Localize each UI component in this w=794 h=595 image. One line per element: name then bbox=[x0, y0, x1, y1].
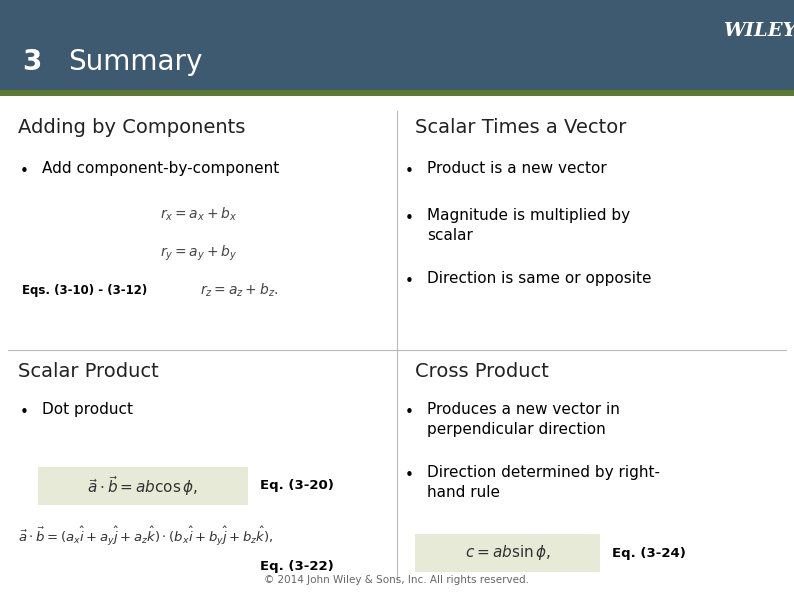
Text: •: • bbox=[405, 211, 414, 226]
Text: $c = ab\sin\phi,$: $c = ab\sin\phi,$ bbox=[464, 543, 550, 562]
Text: Scalar Times a Vector: Scalar Times a Vector bbox=[415, 118, 626, 137]
Text: $\vec{a} \cdot \vec{b} = (a_x\hat{i} + a_y\hat{j} + a_z\hat{k})\cdot(b_x\hat{i} : $\vec{a} \cdot \vec{b} = (a_x\hat{i} + a… bbox=[18, 525, 274, 548]
Text: Direction determined by right-
hand rule: Direction determined by right- hand rule bbox=[427, 465, 660, 500]
Text: Adding by Components: Adding by Components bbox=[18, 118, 245, 137]
Text: Produces a new vector in
perpendicular direction: Produces a new vector in perpendicular d… bbox=[427, 402, 620, 437]
Text: 3: 3 bbox=[22, 48, 41, 76]
Text: Magnitude is multiplied by
scalar: Magnitude is multiplied by scalar bbox=[427, 208, 630, 243]
Text: Eq. (3-22): Eq. (3-22) bbox=[260, 560, 333, 573]
Text: Eq. (3-24): Eq. (3-24) bbox=[612, 546, 686, 559]
Text: © 2014 John Wiley & Sons, Inc. All rights reserved.: © 2014 John Wiley & Sons, Inc. All right… bbox=[264, 575, 530, 585]
Bar bbox=[415, 534, 600, 572]
Text: Dot product: Dot product bbox=[42, 402, 133, 417]
Text: •: • bbox=[20, 405, 29, 420]
Text: Direction is same or opposite: Direction is same or opposite bbox=[427, 271, 652, 286]
Text: •: • bbox=[405, 274, 414, 289]
Text: Add component-by-component: Add component-by-component bbox=[42, 161, 279, 176]
Text: Eq. (3-20): Eq. (3-20) bbox=[260, 480, 333, 493]
Text: Cross Product: Cross Product bbox=[415, 362, 549, 381]
Text: $r_x = a_x + b_x$: $r_x = a_x + b_x$ bbox=[160, 206, 237, 223]
Text: Product is a new vector: Product is a new vector bbox=[427, 161, 607, 176]
Text: WILEY: WILEY bbox=[723, 22, 794, 40]
Text: $r_y = a_y + b_y$: $r_y = a_y + b_y$ bbox=[160, 244, 237, 264]
Text: •: • bbox=[405, 405, 414, 420]
Text: Scalar Product: Scalar Product bbox=[18, 362, 159, 381]
Text: Summary: Summary bbox=[68, 48, 202, 76]
Text: Eqs. (3-10) - (3-12): Eqs. (3-10) - (3-12) bbox=[22, 284, 147, 297]
Text: •: • bbox=[20, 164, 29, 179]
Text: •: • bbox=[405, 164, 414, 179]
Text: •: • bbox=[405, 468, 414, 483]
Bar bbox=[38, 467, 248, 505]
Text: $\vec{a} \cdot \vec{b} = ab\cos\phi,$: $\vec{a} \cdot \vec{b} = ab\cos\phi,$ bbox=[87, 474, 198, 498]
Text: $r_z = a_z + b_z.$: $r_z = a_z + b_z.$ bbox=[200, 282, 279, 299]
